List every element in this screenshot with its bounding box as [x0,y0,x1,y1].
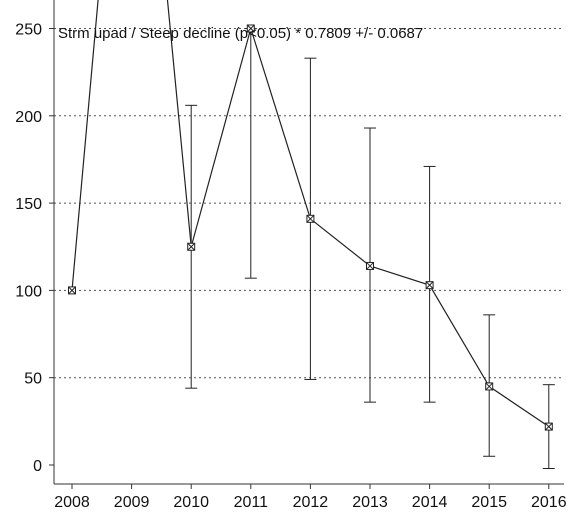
data-point-2013 [367,262,374,269]
data-point-2012 [307,215,314,222]
y-tick-label-0: 0 [33,458,42,475]
data-point-2010 [188,243,195,250]
y-tick-label-150: 150 [15,196,42,213]
axes [49,0,564,489]
data-point-2015 [486,383,493,390]
data-series [69,0,555,468]
x-tick-label-2009: 2009 [114,494,150,511]
x-tick-label-2014: 2014 [412,494,448,511]
x-tick-label-2016: 2016 [531,494,567,511]
x-tick-label-2011: 2011 [234,494,269,511]
x-tick-labels: 2008 2009 2010 2011 2012 2013 2014 2015 2016 [54,494,566,511]
data-point-2008 [69,287,76,294]
data-point-2016 [545,423,552,430]
y-tick-label-250: 250 [15,22,42,39]
y-tick-label-200: 200 [15,109,42,126]
data-point-2014 [426,282,433,289]
x-tick-label-2008: 2008 [54,494,90,511]
x-tick-label-2015: 2015 [471,494,507,511]
x-tick-label-2010: 2010 [173,494,209,511]
y-tick-label-50: 50 [24,371,42,388]
x-tick-label-2012: 2012 [293,494,329,511]
y-tick-label-100: 100 [15,283,42,300]
chart-title: Strm upad / Steep decline (p<0.05) * 0.7… [58,25,423,42]
y-tick-labels: 0 50 100 150 200 250 [15,22,42,476]
grid-lines [54,29,564,378]
x-tick-label-2013: 2013 [352,494,388,511]
